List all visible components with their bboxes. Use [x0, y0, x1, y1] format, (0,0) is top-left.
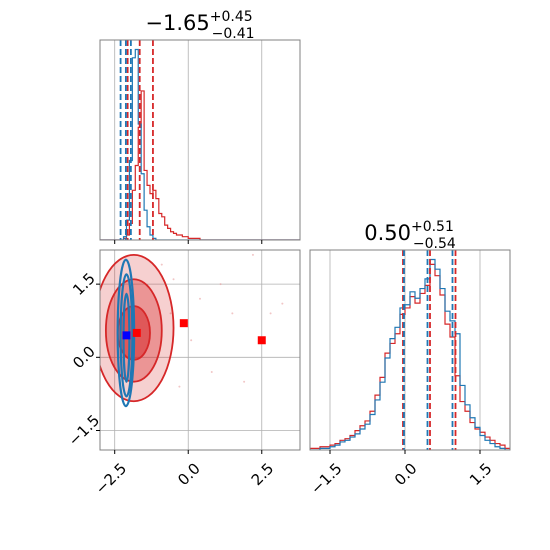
scatter-outlier-point	[210, 370, 213, 373]
histogram-panel-param1: −1.65+0.45 −0.41	[99, 9, 301, 244]
histogram2-xtick-label: 1.5	[466, 460, 496, 490]
histogram2-frame	[309, 249, 511, 451]
scatter-outlier-point	[219, 283, 222, 286]
scatter-xtick-label: 2.5	[248, 460, 278, 490]
histogram2-grid	[329, 250, 481, 450]
scatter-outlier-point	[231, 312, 234, 315]
histogram2-xtick-label: 0.0	[391, 460, 421, 490]
scatter-xtick-label: 0.0	[174, 460, 204, 490]
red-marker	[132, 328, 141, 337]
histogram2-xtick-label: −1.5	[307, 460, 345, 498]
histogram2-title: 0.50+0.51 −0.54	[364, 219, 456, 252]
scatter-outlier-point	[243, 380, 246, 383]
histogram1-ticks	[114, 240, 263, 244]
scatter-contour-panel: −2.5 0.0 2.5−1.50.01.5	[65, 249, 301, 498]
histogram2-plot-area	[310, 250, 510, 450]
scatter-outlier-point	[190, 339, 193, 342]
histogram1-title-upper: +0.45	[210, 9, 253, 25]
scatter-outlier-point	[172, 278, 175, 281]
histogram1-title-lower: −0.41	[212, 26, 255, 42]
red-marker	[179, 319, 188, 328]
scatter-outlier-point	[251, 253, 254, 256]
histogram2-title-value: 0.50	[364, 221, 411, 245]
histogram1-title-value: −1.65	[145, 11, 209, 35]
scatter-ytick-label: 0.0	[69, 343, 99, 373]
scatter-xtick-label: −2.5	[92, 460, 130, 498]
histogram2-red-histogram	[310, 263, 510, 450]
red-marker	[257, 336, 266, 345]
histogram2-blue-histogram	[310, 258, 510, 450]
histogram1-title: −1.65+0.45 −0.41	[145, 9, 254, 42]
scatter-outlier-point	[178, 385, 181, 388]
histogram-panel-param2: −1.5 0.0 1.5 0.50+0.51 −0.54	[307, 219, 511, 498]
scatter-outlier-point	[199, 297, 201, 300]
histogram1-plot-area	[100, 40, 300, 240]
histogram1-frame	[99, 39, 301, 241]
histogram2-title-upper: +0.51	[411, 219, 454, 235]
scatter-ytick-label: 1.5	[69, 269, 99, 299]
histogram1-red-histogram	[100, 90, 300, 240]
histogram1-grid	[114, 40, 263, 240]
scatter-outlier-point	[269, 312, 272, 315]
blue-marker	[122, 331, 131, 340]
scatter-frame	[99, 249, 301, 451]
scatter-outlier-point	[169, 312, 172, 315]
histogram2-title-lower: −0.54	[413, 236, 456, 252]
histogram2-ticks: −1.5 0.0 1.5	[307, 450, 496, 498]
scatter-outlier-point	[281, 302, 284, 305]
scatter-outlier-point	[160, 263, 163, 266]
scatter-plot-area	[100, 253, 284, 408]
blue-contour-1	[119, 273, 134, 398]
